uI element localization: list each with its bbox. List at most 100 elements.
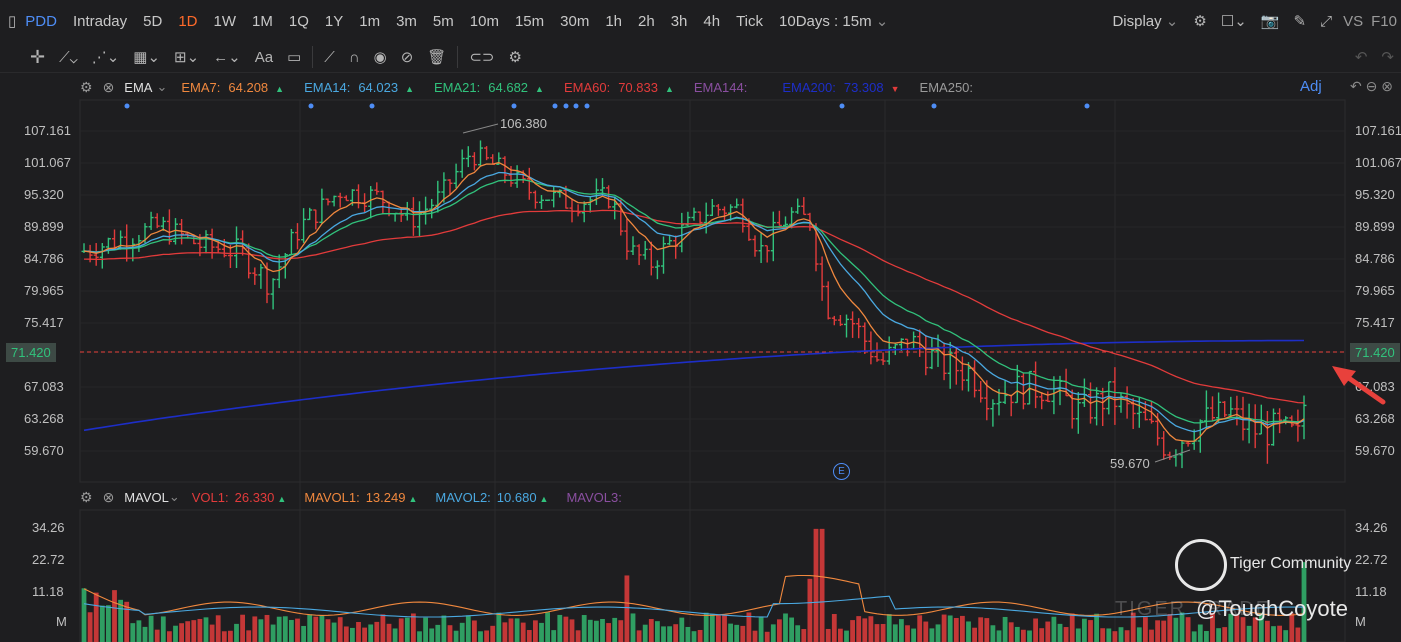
volume-bar bbox=[1069, 613, 1075, 642]
volume-bar bbox=[160, 616, 166, 642]
volume-bar bbox=[1295, 627, 1301, 642]
minus-icon[interactable]: ⊖ bbox=[1365, 78, 1378, 94]
sidebar-toggle-icon[interactable]: ▯ bbox=[8, 13, 17, 30]
line-tool-icon[interactable]: ⟋⌄ bbox=[59, 48, 78, 66]
display-dropdown[interactable]: Display ⌄ bbox=[1104, 12, 1186, 30]
trash-icon[interactable]: 🗑 bbox=[427, 49, 447, 66]
event-dot bbox=[573, 103, 579, 109]
symbol-label[interactable]: PDD bbox=[25, 12, 57, 30]
volume-bar bbox=[972, 627, 977, 642]
close-icon[interactable]: ⊗ bbox=[102, 78, 115, 95]
period-tab-5m[interactable]: 5m bbox=[432, 12, 454, 30]
settings-icon[interactable]: ⚙ bbox=[80, 488, 93, 505]
volume-bar bbox=[545, 612, 550, 642]
period-tab-3h[interactable]: 3h bbox=[670, 12, 688, 30]
volume-bar bbox=[679, 617, 685, 642]
volume-bar bbox=[246, 630, 252, 642]
period-tab-4h[interactable]: 4h bbox=[703, 12, 721, 30]
event-marker[interactable]: E bbox=[833, 463, 850, 480]
volume-bar bbox=[87, 612, 93, 642]
close-icon[interactable]: ⊗ bbox=[102, 488, 115, 505]
settings-icon[interactable]: ⚙ bbox=[80, 78, 93, 95]
redo-icon[interactable]: ↷ bbox=[1381, 49, 1394, 66]
event-dot bbox=[308, 103, 314, 109]
close-icon[interactable]: ⊗ bbox=[1381, 78, 1393, 94]
chevron-down-icon[interactable]: ⌄ bbox=[156, 79, 168, 94]
period-tab-1d[interactable]: 1D bbox=[178, 12, 198, 30]
settings-icon[interactable]: ⚙ bbox=[1193, 13, 1207, 30]
range-select[interactable]: 10Days : 15m ⌄ bbox=[771, 12, 896, 30]
adj-button[interactable]: Adj bbox=[1300, 78, 1322, 95]
text-tool-icon[interactable]: Aa bbox=[254, 48, 274, 66]
period-tab-1y[interactable]: 1Y bbox=[324, 12, 344, 30]
undo-icon[interactable]: ↶ bbox=[1354, 49, 1368, 66]
volume-legend: ⚙ ⊗ MAVOL ⌄ VOL1: 26.330 ▲ MAVOL1: 13.249 ▲ MA… bbox=[80, 486, 649, 508]
mavol2-line bbox=[83, 595, 1305, 618]
camera-icon[interactable]: 📷 bbox=[1260, 13, 1280, 30]
indicator-name[interactable]: MAVOL bbox=[124, 489, 169, 505]
volume-item: MAVOL3: bbox=[566, 490, 630, 505]
eye-icon[interactable]: ◉ bbox=[373, 49, 387, 66]
magnet-icon[interactable]: ∩ bbox=[348, 48, 360, 66]
crosshair-icon[interactable]: ✛ bbox=[30, 46, 46, 67]
period-tab-tick[interactable]: Tick bbox=[736, 12, 764, 30]
volume-bar bbox=[1033, 618, 1038, 642]
layout-icon[interactable]: ☐⌄ bbox=[1220, 13, 1247, 30]
period-tab-3m[interactable]: 3m bbox=[396, 12, 417, 30]
volume-value: 10.680 bbox=[496, 489, 537, 505]
period-tabs: Intraday 5D 1D 1W 1M 1Q 1Y 1m 3m 5m 10m 15m 30m 1h 2h 3… bbox=[65, 13, 771, 30]
period-tab-10m[interactable]: 10m bbox=[469, 12, 499, 30]
volume-bar bbox=[783, 613, 788, 642]
comment-icon[interactable]: ▭ bbox=[287, 49, 302, 66]
chart-controls: ↶ ⊖ ⊗ bbox=[1350, 78, 1393, 95]
chevron-down-icon[interactable]: ⌄ bbox=[168, 489, 180, 504]
price-tick-label: 101.067 bbox=[24, 155, 71, 170]
pencil-icon[interactable]: ⟋ bbox=[324, 48, 335, 66]
volume-bar bbox=[392, 628, 398, 642]
volume-bar bbox=[557, 614, 563, 642]
volume-label: MAVOL1: bbox=[304, 489, 360, 505]
period-tab-15m[interactable]: 15m bbox=[514, 12, 545, 30]
volume-bar bbox=[173, 625, 178, 642]
arrow-tool-icon[interactable]: ←⌄ bbox=[213, 49, 241, 66]
indicator-name[interactable]: EMA bbox=[124, 79, 153, 95]
volume-bar bbox=[892, 624, 898, 642]
hide-icon[interactable]: ⊘ bbox=[400, 49, 414, 66]
vs-button[interactable]: VS bbox=[1343, 12, 1364, 30]
period-tab-1w[interactable]: 1W bbox=[213, 12, 237, 30]
volume-bar bbox=[612, 617, 618, 642]
fullscreen-icon[interactable]: ⤢ bbox=[1320, 12, 1333, 30]
ema7-line bbox=[83, 161, 1305, 442]
gear-icon[interactable]: ⚙ bbox=[508, 49, 522, 66]
price-tick-label: 107.161 bbox=[24, 123, 71, 138]
period-tab-1q[interactable]: 1Q bbox=[288, 12, 309, 30]
fib-icon[interactable]: ▦⌄ bbox=[133, 49, 161, 66]
undo-icon[interactable]: ↶ bbox=[1350, 78, 1362, 94]
pattern-icon[interactable]: ⋰⌄ bbox=[91, 49, 120, 66]
trend-arrow-icon: ▼ bbox=[890, 83, 900, 94]
period-tab-intraday[interactable]: Intraday bbox=[72, 12, 128, 30]
tiger-logo-icon bbox=[1175, 539, 1227, 591]
period-tab-1m[interactable]: 1m bbox=[359, 12, 381, 30]
period-tab-30m[interactable]: 30m bbox=[560, 12, 590, 30]
volume-bar bbox=[301, 625, 306, 642]
volume-bar bbox=[1088, 620, 1093, 642]
period-tab-1h[interactable]: 1h bbox=[605, 12, 623, 30]
volume-bar bbox=[923, 621, 929, 642]
volume-bar bbox=[850, 620, 855, 642]
period-tab-5d[interactable]: 5D bbox=[143, 12, 163, 30]
period-tab-2h[interactable]: 2h bbox=[638, 12, 655, 30]
volume-bar bbox=[1228, 613, 1234, 642]
volume-bar bbox=[587, 619, 593, 642]
event-dot bbox=[124, 103, 130, 109]
link-icon[interactable]: ⊂⊃ bbox=[469, 49, 495, 66]
display-label: Display bbox=[1112, 13, 1162, 30]
f10-button[interactable]: F10 bbox=[1371, 12, 1397, 30]
edit-icon[interactable]: ✎ bbox=[1293, 13, 1307, 30]
measure-icon[interactable]: ⊞⌄ bbox=[174, 49, 200, 66]
event-dot bbox=[1084, 103, 1090, 109]
period-tab-1m[interactable]: 1M bbox=[252, 12, 273, 30]
volume-bar bbox=[978, 617, 984, 642]
volume-item: MAVOL2: 10.680 ▲ bbox=[435, 490, 548, 505]
